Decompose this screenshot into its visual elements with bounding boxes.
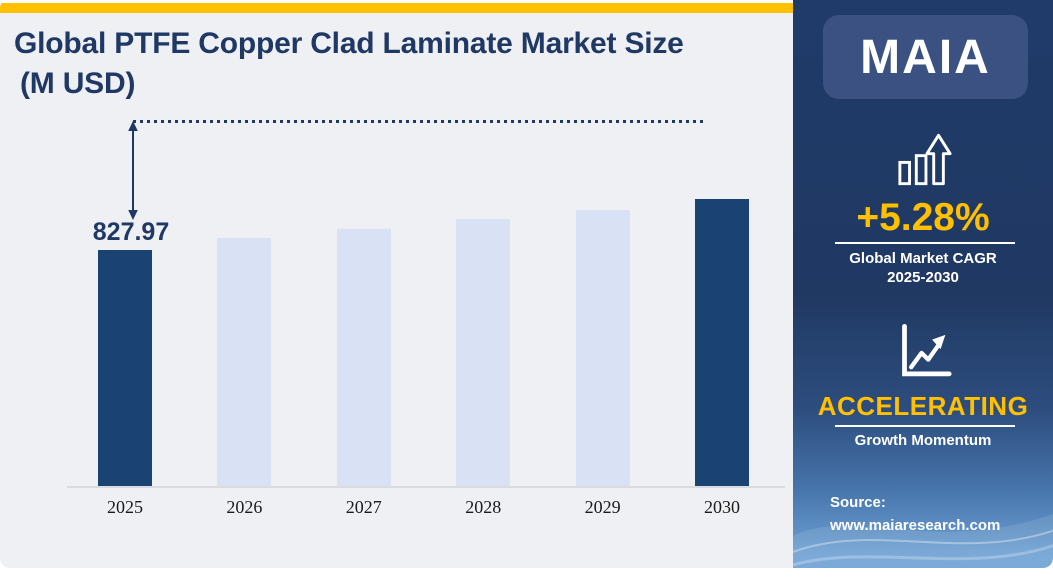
maia-logo-text: MAIA: [860, 30, 991, 84]
source-url: www.maiaresearch.com: [830, 517, 1001, 534]
separator: [835, 425, 1015, 427]
x-axis-line: [67, 486, 785, 488]
momentum-value: ACCELERATING: [817, 391, 1029, 421]
trend-up-icon: [902, 323, 952, 377]
bar-2028: [456, 219, 511, 486]
bar-2026: [217, 238, 272, 486]
swoosh-decoration: [793, 514, 1053, 568]
source-label: Source:: [830, 494, 886, 511]
bar-2025: [98, 250, 152, 486]
bar-2029: [575, 210, 630, 486]
x-label-2029: 2029: [584, 497, 621, 517]
cagr-caption-line1: Global Market CAGR: [849, 250, 997, 267]
chart-panel: Global PTFE Copper Clad Laminate Market …: [0, 0, 793, 568]
accent-bar: [0, 3, 793, 13]
double-arrow-icon: [128, 121, 138, 220]
x-label-2027: 2027: [345, 497, 382, 517]
bar-2030: [695, 199, 749, 486]
cagr-caption-line2: 2025-2030: [887, 269, 959, 286]
sidebar: MAIA +5.28% Global Market CAGR 2025-2030…: [793, 0, 1053, 568]
reference-dotted-line: [133, 120, 707, 123]
x-label-2025: 2025: [107, 497, 143, 517]
x-label-2028: 2028: [465, 497, 502, 517]
bar-growth-icon: [898, 133, 952, 186]
value-label-2025: 827.97: [92, 218, 170, 246]
separator: [835, 242, 1015, 244]
momentum-caption: Growth Momentum: [854, 432, 992, 449]
chart-title-line1: Global PTFE Copper Clad Laminate Market …: [14, 27, 684, 60]
cagr-value: +5.28%: [856, 196, 990, 239]
x-label-2026: 2026: [226, 497, 263, 517]
x-label-2030: 2030: [704, 497, 740, 517]
chart-title-line2: (M USD): [20, 67, 136, 100]
chart-title: Global PTFE Copper Clad Laminate Market …: [14, 24, 784, 104]
maia-logo: MAIA: [823, 15, 1028, 99]
bar-2027: [336, 229, 391, 486]
